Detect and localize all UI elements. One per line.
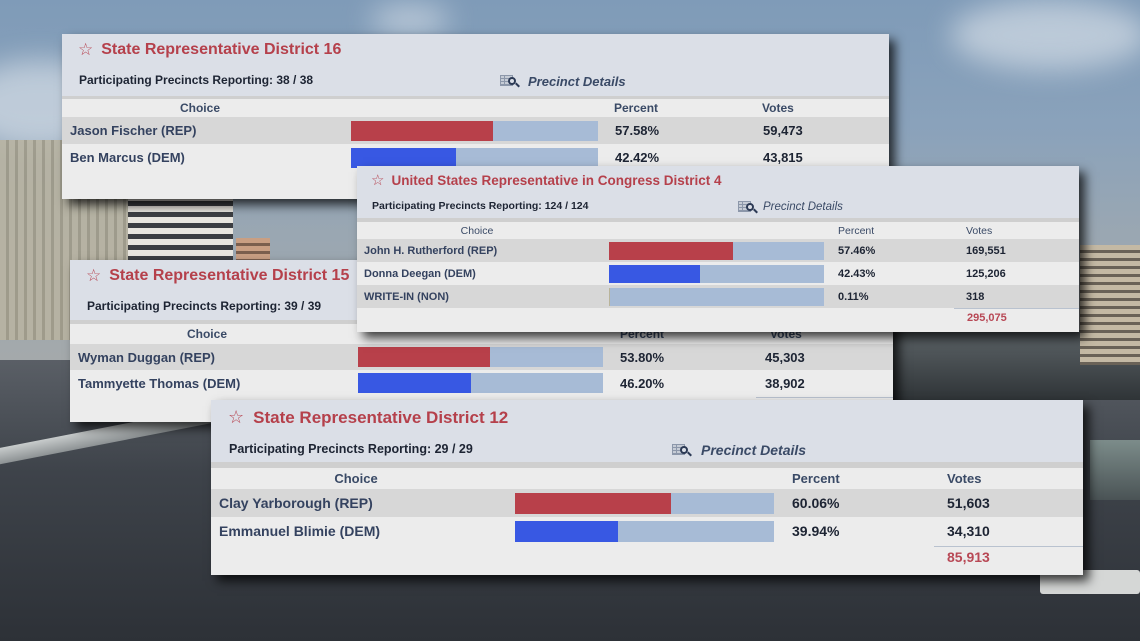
col-votes: Votes xyxy=(762,101,794,115)
city-buildings-right xyxy=(1080,245,1140,365)
col-choice: Choice xyxy=(186,327,227,341)
vote-bar xyxy=(358,347,603,367)
precincts-reporting: Participating Precincts Reporting: 124 /… xyxy=(372,200,589,212)
total-divider xyxy=(934,546,1083,547)
candidate-name: Tammyette Thomas (DEM) xyxy=(78,375,241,391)
pier xyxy=(1090,440,1140,500)
total-votes: 85,913 xyxy=(947,549,990,565)
candidate-row: Emmanuel Blimie (DEM) 39.94% 34,310 xyxy=(211,517,1083,545)
race-panel-congress-district-4: ☆ United States Representative in Congre… xyxy=(357,166,1079,332)
candidate-name: WRITE-IN (NON) xyxy=(364,290,449,303)
candidate-votes: 125,206 xyxy=(966,267,1006,280)
precinct-details-link[interactable]: Precinct Details xyxy=(738,199,843,214)
star-icon[interactable]: ☆ xyxy=(228,407,245,427)
col-choice: Choice xyxy=(334,471,378,486)
cloud xyxy=(370,5,450,35)
candidate-name: Wyman Duggan (REP) xyxy=(78,349,215,365)
candidate-votes: 43,815 xyxy=(763,150,803,165)
candidate-percent: 57.46% xyxy=(838,244,876,257)
panel-header: ☆ State Representative District 16 Parti… xyxy=(62,34,889,96)
col-choice: Choice xyxy=(460,224,494,237)
candidate-percent: 57.58% xyxy=(615,123,660,138)
column-headers: Choice Percent Votes xyxy=(357,222,1079,239)
precinct-details-label: Precinct Details xyxy=(763,200,843,213)
vote-bar xyxy=(358,373,603,393)
candidate-row: Jason Fischer (REP) 57.58% 59,473 xyxy=(62,117,889,144)
race-title: State Representative District 16 xyxy=(101,41,342,58)
candidate-row: Wyman Duggan (REP) 53.80% 45,303 xyxy=(70,344,893,370)
vote-bar xyxy=(609,241,824,260)
panel-header: ☆ United States Representative in Congre… xyxy=(357,166,1079,218)
col-percent: Percent xyxy=(792,471,840,486)
precinct-details-icon xyxy=(500,73,522,89)
race-title: State Representative District 12 xyxy=(253,407,509,427)
vote-bar xyxy=(609,264,824,283)
column-headers: Choice Percent Votes xyxy=(62,99,889,117)
vote-bar xyxy=(515,520,774,542)
candidate-name: Jason Fischer (REP) xyxy=(70,123,197,138)
candidate-percent: 46.20% xyxy=(620,375,665,391)
precincts-reporting: Participating Precincts Reporting: 38 / … xyxy=(79,73,314,87)
candidate-name: Ben Marcus (DEM) xyxy=(70,150,185,165)
column-headers: Choice Percent Votes xyxy=(211,468,1083,489)
candidate-name: Emmanuel Blimie (DEM) xyxy=(219,523,381,539)
cloud xyxy=(950,0,1140,70)
precinct-details-label: Precinct Details xyxy=(701,442,807,458)
col-votes: Votes xyxy=(947,471,982,486)
candidate-name: Clay Yarborough (REP) xyxy=(219,495,373,511)
candidate-row: Donna Deegan (DEM) 42.43% 125,206 xyxy=(357,262,1079,285)
candidate-percent: 60.06% xyxy=(792,495,840,511)
precinct-details-link[interactable]: Precinct Details xyxy=(672,442,806,458)
candidate-votes: 51,603 xyxy=(947,495,990,511)
candidate-name: Donna Deegan (DEM) xyxy=(364,267,476,280)
col-percent: Percent xyxy=(838,224,875,237)
total-divider xyxy=(756,397,893,398)
col-percent: Percent xyxy=(614,101,659,115)
candidate-votes: 38,902 xyxy=(765,375,805,391)
col-choice: Choice xyxy=(179,101,220,115)
race-title: State Representative District 15 xyxy=(109,267,350,284)
candidate-percent: 42.43% xyxy=(838,267,876,280)
candidate-votes: 59,473 xyxy=(763,123,803,138)
candidate-votes: 34,310 xyxy=(947,523,990,539)
candidate-row: Clay Yarborough (REP) 60.06% 51,603 xyxy=(211,489,1083,517)
candidate-votes: 318 xyxy=(966,290,985,303)
candidate-name: John H. Rutherford (REP) xyxy=(364,244,498,257)
race-title: United States Representative in Congress… xyxy=(391,172,722,188)
precinct-details-icon xyxy=(672,442,694,458)
star-icon[interactable]: ☆ xyxy=(371,172,385,189)
candidate-percent: 42.42% xyxy=(615,150,660,165)
race-panel-district-12: ☆ State Representative District 12 Parti… xyxy=(211,400,1083,575)
vote-bar xyxy=(515,492,774,514)
vote-bar xyxy=(351,147,598,168)
total-divider xyxy=(954,308,1079,309)
col-votes: Votes xyxy=(966,224,993,237)
star-icon[interactable]: ☆ xyxy=(78,40,94,59)
vote-bar xyxy=(609,287,824,306)
candidate-row: WRITE-IN (NON) 0.11% 318 xyxy=(357,285,1079,308)
total-votes: 295,075 xyxy=(967,312,1007,324)
candidate-votes: 45,303 xyxy=(765,349,805,365)
candidate-percent: 53.80% xyxy=(620,349,665,365)
candidate-row: John H. Rutherford (REP) 57.46% 169,551 xyxy=(357,239,1079,262)
precincts-reporting: Participating Precincts Reporting: 39 / … xyxy=(87,299,322,313)
vote-bar xyxy=(351,120,598,141)
precinct-details-icon xyxy=(738,199,758,214)
candidate-row: Tammyette Thomas (DEM) 46.20% 38,902 xyxy=(70,370,893,396)
candidate-percent: 0.11% xyxy=(838,290,869,303)
precincts-reporting: Participating Precincts Reporting: 29 / … xyxy=(229,442,473,456)
precinct-details-label: Precinct Details xyxy=(528,73,626,89)
precinct-details-link[interactable]: Precinct Details xyxy=(500,73,626,89)
candidate-percent: 39.94% xyxy=(792,523,840,539)
star-icon[interactable]: ☆ xyxy=(86,266,102,285)
panel-header: ☆ State Representative District 12 Parti… xyxy=(211,400,1083,462)
candidate-votes: 169,551 xyxy=(966,244,1006,257)
